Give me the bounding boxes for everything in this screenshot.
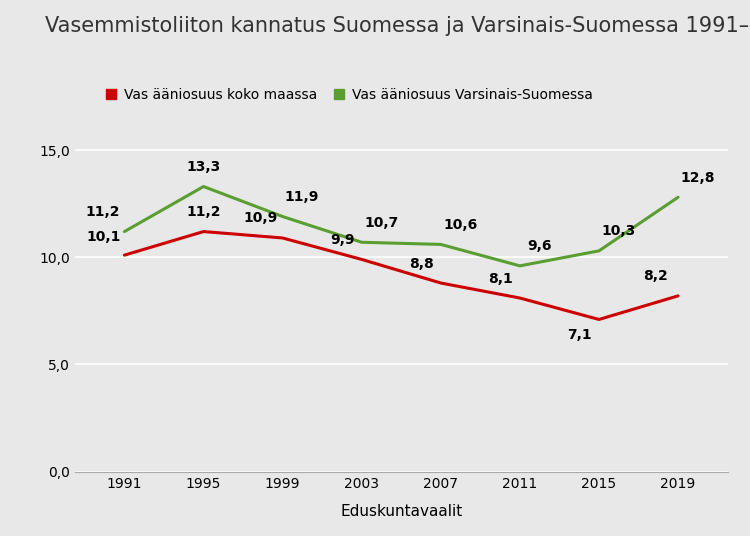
Text: 11,2: 11,2 [85,205,119,219]
Text: 10,9: 10,9 [243,212,278,226]
Line: Vas ääniosuus Varsinais-Suomessa: Vas ääniosuus Varsinais-Suomessa [124,187,678,266]
Text: 8,1: 8,1 [488,272,513,286]
Vas ääniosuus koko maassa [436,280,445,286]
Text: 8,8: 8,8 [409,257,434,271]
Legend: Vas ääniosuus koko maassa, Vas ääniosuus Varsinais-Suomessa: Vas ääniosuus koko maassa, Vas ääniosuus… [100,83,598,108]
Text: 9,6: 9,6 [527,240,551,254]
Vas ääniosuus Varsinais-Suomessa [674,194,682,200]
Vas ääniosuus Varsinais-Suomessa [199,183,208,190]
Text: Vasemmistoliiton kannatus Suomessa ja Varsinais-Suomessa 1991–2019: Vasemmistoliiton kannatus Suomessa ja Va… [45,16,750,36]
Text: 8,2: 8,2 [644,270,668,284]
Text: 11,9: 11,9 [285,190,320,204]
Text: 10,1: 10,1 [86,230,121,244]
Text: 9,9: 9,9 [330,233,355,247]
Vas ääniosuus Varsinais-Suomessa [515,263,524,269]
Vas ääniosuus Varsinais-Suomessa [595,248,604,254]
Vas ääniosuus koko maassa [595,316,604,323]
Vas ääniosuus koko maassa [120,252,129,258]
Text: 7,1: 7,1 [567,327,592,341]
Line: Vas ääniosuus koko maassa: Vas ääniosuus koko maassa [124,232,678,319]
Text: 11,2: 11,2 [186,205,220,219]
Vas ääniosuus koko maassa [278,235,287,241]
Text: 13,3: 13,3 [187,160,220,174]
X-axis label: Eduskuntavaalit: Eduskuntavaalit [340,504,462,519]
Text: 12,8: 12,8 [680,171,715,185]
Vas ääniosuus Varsinais-Suomessa [278,213,287,220]
Vas ääniosuus koko maassa [357,256,366,263]
Vas ääniosuus koko maassa [674,293,682,299]
Vas ääniosuus Varsinais-Suomessa [436,241,445,248]
Vas ääniosuus koko maassa [515,295,524,301]
Vas ääniosuus Varsinais-Suomessa [357,239,366,245]
Text: 10,6: 10,6 [443,218,477,232]
Text: 10,7: 10,7 [364,216,398,230]
Text: 10,3: 10,3 [602,225,635,239]
Vas ääniosuus Varsinais-Suomessa [120,228,129,235]
Vas ääniosuus koko maassa [199,228,208,235]
